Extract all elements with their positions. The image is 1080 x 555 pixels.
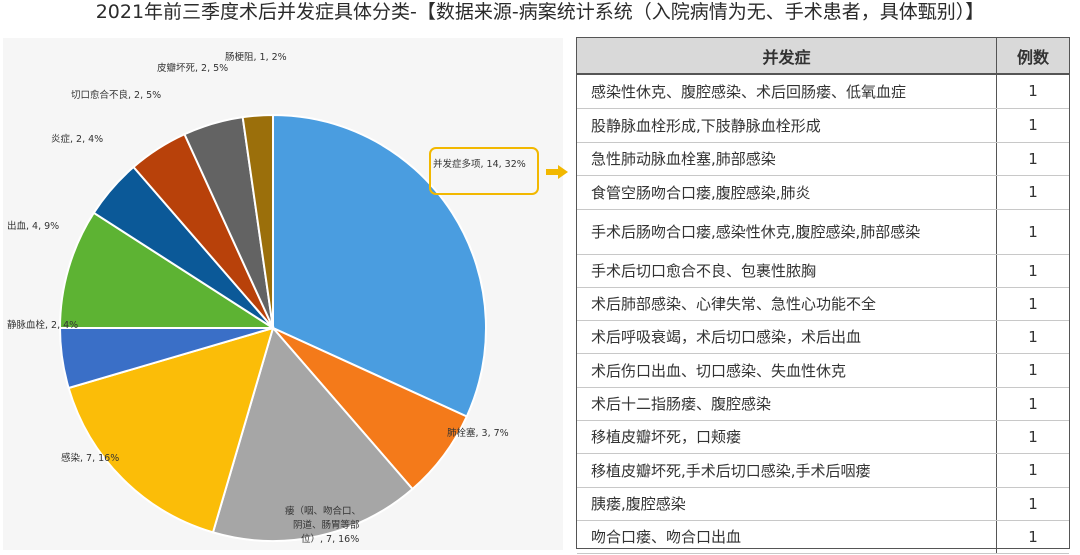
table-row: 术后肺部感染、心律失常、急性心功能不全 1 <box>577 287 1069 321</box>
complication-cell: 术后呼吸衰竭，术后切口感染，术后出血 <box>577 320 997 354</box>
table-row: 手术后切口愈合不良、包裹性脓胸 1 <box>577 254 1069 288</box>
complication-cell: 移植皮瓣坏死，口颊瘘 <box>577 420 997 454</box>
table-row: 胰瘘,腹腔感染 1 <box>577 487 1069 521</box>
complication-cell: 移植皮瓣坏死,手术后切口感染,手术后咽瘘 <box>577 453 997 488</box>
pie-slice-0 <box>272 113 487 418</box>
table-row: 急性肺动脉血栓塞,肺部感染 1 <box>577 142 1069 176</box>
slice-label-inflammation: 炎症, 2, 4% <box>51 133 103 145</box>
slice-label-fistula-2: 阴道、肠胃等部 <box>293 519 360 531</box>
table-row: 手术后肠吻合口瘘,感染性休克,腹腔感染,肺部感染 1 <box>577 209 1069 255</box>
complication-cell: 术后肺部感染、心律失常、急性心功能不全 <box>577 287 997 321</box>
complication-cell: 手术后肠吻合口瘘,感染性休克,腹腔感染,肺部感染 <box>577 209 997 255</box>
slice-label-pulmonary-embolism: 肺栓塞, 3, 7% <box>447 427 509 439</box>
count-cell: 1 <box>996 254 1069 288</box>
slice-label-fistula-3: 位）, 7, 16% <box>301 533 359 545</box>
highlight-box <box>429 147 539 195</box>
table-row: 移植皮瓣坏死，口颊瘘 1 <box>577 420 1069 454</box>
complication-cell: 急性肺动脉血栓塞,肺部感染 <box>577 142 997 176</box>
count-cell: 1 <box>996 175 1069 210</box>
pie-slice-5 <box>58 211 277 329</box>
slice-label-fistula-1: 瘘（咽、吻合口、 <box>285 505 361 517</box>
table-row: 术后十二指肠瘘、腹腔感染 1 <box>577 387 1069 421</box>
header-complication: 并发症 <box>577 38 997 75</box>
header-count: 例数 <box>996 38 1069 75</box>
count-cell: 1 <box>996 320 1069 354</box>
count-cell: 1 <box>996 453 1069 488</box>
slice-label-flap-necrosis: 皮瓣坏死, 2, 5% <box>157 62 228 74</box>
complication-cell: 胰瘘,腹腔感染 <box>577 487 997 521</box>
table-row: 术后伤口出血、切口感染、失血性休克 1 <box>577 353 1069 388</box>
slice-label-bleeding: 出血, 4, 9% <box>7 220 59 232</box>
count-cell: 1 <box>996 487 1069 521</box>
complication-cell: 吻合口瘘、吻合口出血 <box>577 520 997 554</box>
count-cell: 1 <box>996 142 1069 176</box>
complication-cell: 食管空肠吻合口瘘,腹腔感染,肺炎 <box>577 175 997 210</box>
count-cell: 1 <box>996 74 1069 109</box>
slice-label-venous-thrombosis: 静脉血栓, 2, 4% <box>7 319 78 331</box>
slice-label-ileus: 肠梗阻, 1, 2% <box>225 51 287 63</box>
complication-cell: 感染性休克、腹腔感染、术后回肠瘘、低氧血症 <box>577 74 997 109</box>
count-cell: 1 <box>996 108 1069 143</box>
table-row: 吻合口瘘、吻合口出血 1 <box>577 520 1069 554</box>
complication-cell: 股静脉血栓形成,下肢静脉血栓形成 <box>577 108 997 143</box>
pie-slice-2 <box>211 325 414 542</box>
count-cell: 1 <box>996 387 1069 421</box>
count-cell: 1 <box>996 353 1069 388</box>
table-row: 食管空肠吻合口瘘,腹腔感染,肺炎 1 <box>577 175 1069 210</box>
pie-slice-9 <box>241 113 274 329</box>
table-row: 移植皮瓣坏死,手术后切口感染,手术后咽瘘 1 <box>577 453 1069 488</box>
table-row: 股静脉血栓形成,下肢静脉血栓形成 1 <box>577 108 1069 143</box>
pie-chart: 并发症多项, 14, 32% 肺栓塞, 3, 7% 瘘（咽、吻合口、 阴道、肠胃… <box>7 51 539 545</box>
page-title: 2021年前三季度术后并发症具体分类-【数据来源-病案统计系统（入院病情为无、手… <box>95 1 985 23</box>
slice-label-poor-healing: 切口愈合不良, 2, 5% <box>71 89 161 101</box>
slice-label-multiple: 并发症多项, 14, 32% <box>433 158 526 170</box>
pie-slice-3 <box>67 326 275 534</box>
arrow-right-icon <box>546 165 568 179</box>
complication-cell: 术后十二指肠瘘、腹腔感染 <box>577 387 997 421</box>
count-cell: 1 <box>996 287 1069 321</box>
count-cell: 1 <box>996 209 1069 255</box>
slice-label-infection: 感染, 7, 16% <box>61 452 119 464</box>
count-cell: 1 <box>996 420 1069 454</box>
complication-cell: 手术后切口愈合不良、包裹性脓胸 <box>577 254 997 288</box>
table-row: 感染性休克、腹腔感染、术后回肠瘘、低氧血症 1 <box>577 74 1069 109</box>
count-cell: 1 <box>996 520 1069 554</box>
table-row: 术后呼吸衰竭，术后切口感染，术后出血 1 <box>577 320 1069 354</box>
complication-table: 并发症 例数 感染性休克、腹腔感染、术后回肠瘘、低氧血症 1 股静脉血栓形成,下肢静… <box>576 37 1070 554</box>
pie-chart-panel: 并发症多项, 14, 32% 肺栓塞, 3, 7% 瘘（咽、吻合口、 阴道、肠胃… <box>3 38 563 550</box>
complication-cell: 术后伤口出血、切口感染、失血性休克 <box>577 353 997 388</box>
